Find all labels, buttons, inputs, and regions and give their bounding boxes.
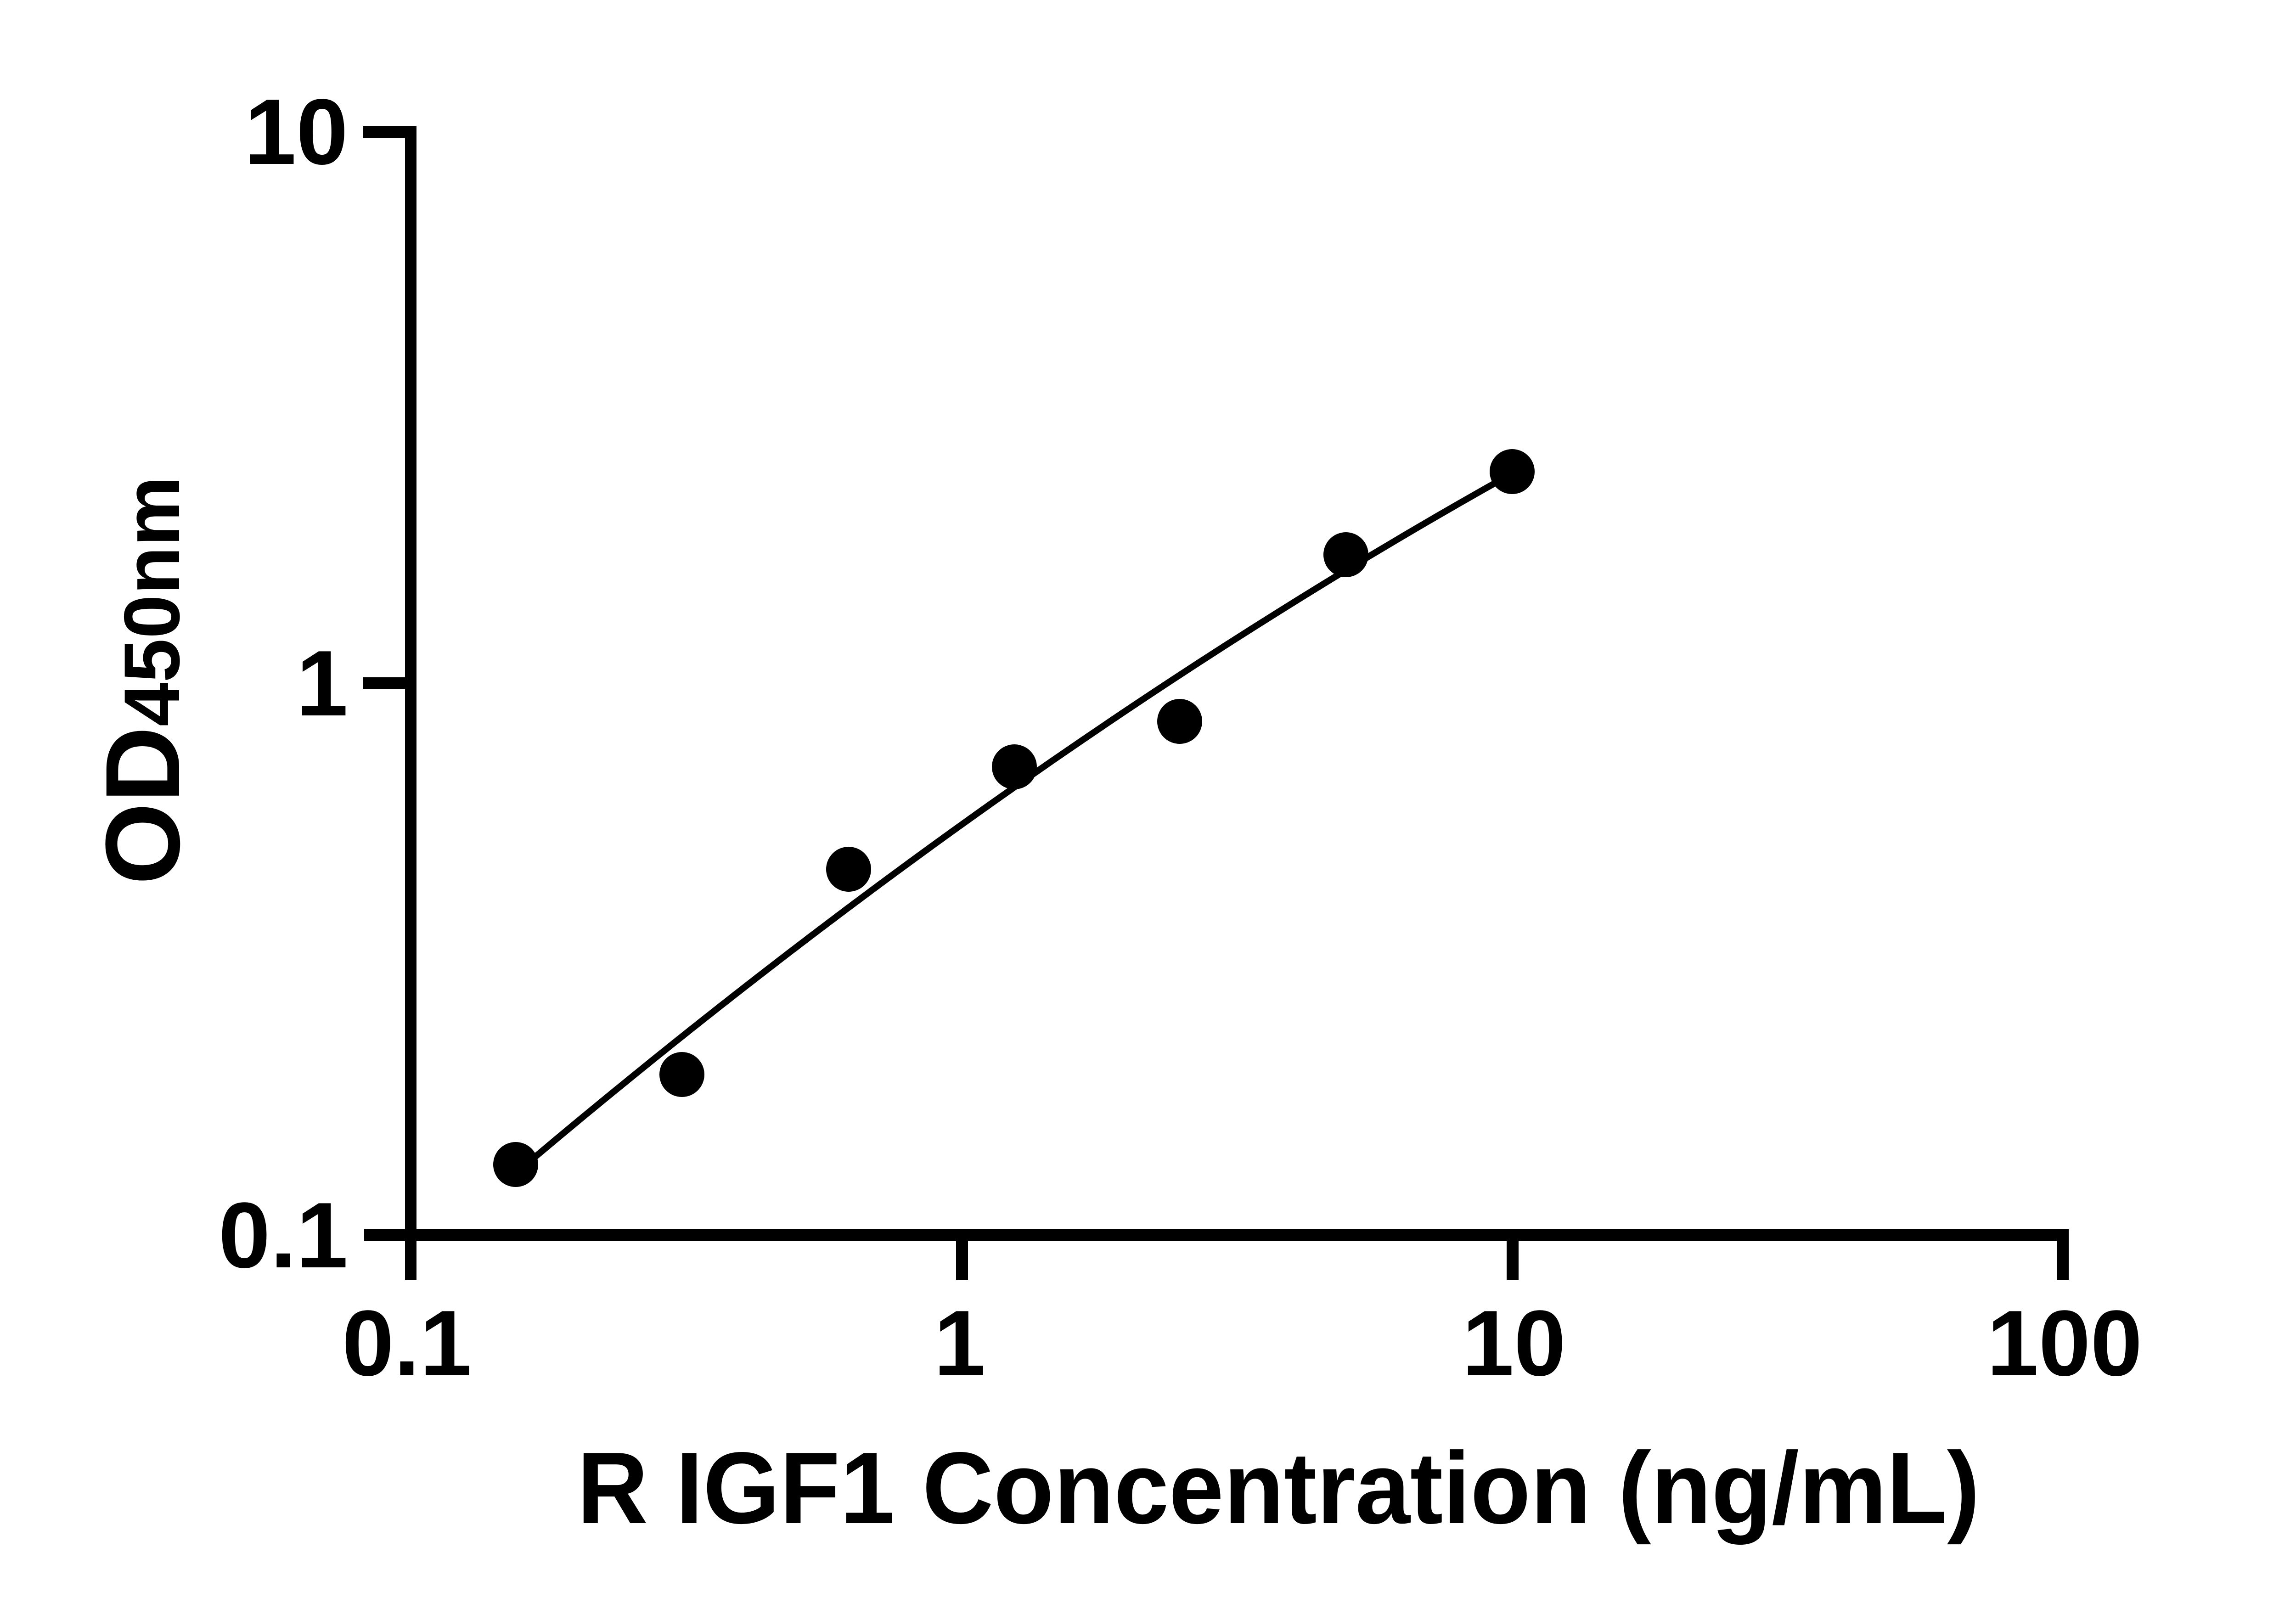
svg-text:0.1: 0.1 bbox=[219, 1183, 348, 1288]
svg-text:10: 10 bbox=[244, 80, 348, 184]
svg-text:R IGF1 Concentration (ng/mL): R IGF1 Concentration (ng/mL) bbox=[577, 1431, 1980, 1545]
svg-text:1: 1 bbox=[296, 631, 348, 736]
svg-text:1: 1 bbox=[934, 1291, 986, 1395]
svg-text:OD450nm: OD450nm bbox=[84, 476, 202, 885]
svg-text:100: 100 bbox=[1987, 1291, 2143, 1395]
svg-text:10: 10 bbox=[1462, 1291, 1566, 1395]
svg-text:0.1: 0.1 bbox=[342, 1291, 472, 1395]
